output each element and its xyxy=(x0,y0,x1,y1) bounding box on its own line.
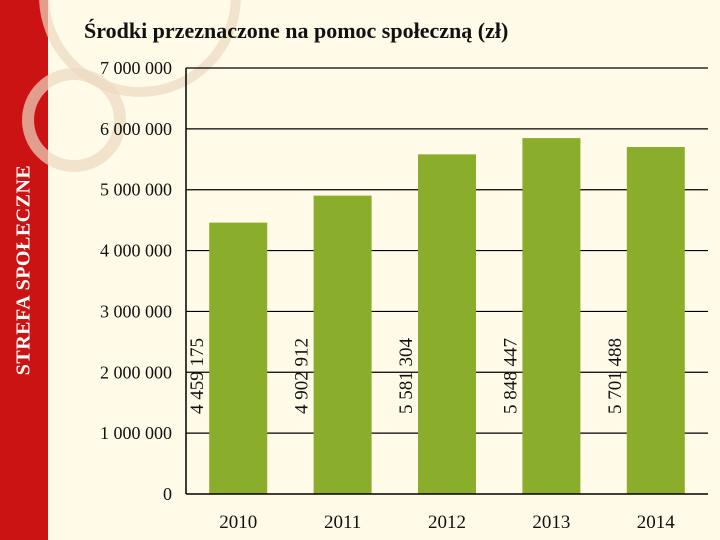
data-label: 5 581 304 xyxy=(396,338,417,415)
decorative-ring-bottom xyxy=(22,68,126,172)
x-axis-tick-labels: 2010 2011 2012 2013 2014 xyxy=(219,512,675,533)
y-axis-tick-labels: 0 1 000 000 2 000 000 3 000 000 4 000 000 5 0… xyxy=(100,58,172,504)
data-label: 5 701 488 xyxy=(605,338,626,414)
bar xyxy=(209,222,268,494)
y-tick-label: 3 000 000 xyxy=(100,301,172,321)
data-label: 4 459 175 xyxy=(187,338,208,414)
data-label: 4 902 912 xyxy=(292,338,313,414)
bar xyxy=(313,195,372,494)
x-tick-label: 2014 xyxy=(637,512,676,533)
bar xyxy=(522,138,581,494)
y-tick-label: 2 000 000 xyxy=(100,362,172,382)
bar xyxy=(626,147,685,494)
axes xyxy=(185,68,708,495)
y-tick-label: 7 000 000 xyxy=(100,58,172,78)
decorative-ring-top xyxy=(39,0,241,97)
x-tick-label: 2010 xyxy=(219,512,257,533)
y-tick-label: 5 000 000 xyxy=(100,180,172,200)
data-label: 5 848 447 xyxy=(500,338,521,414)
x-tick-label: 2013 xyxy=(532,512,570,533)
chart-title: Środki przeznaczone na pomoc społeczną (… xyxy=(84,18,509,43)
y-tick-label: 1 000 000 xyxy=(100,423,172,443)
y-tick-label: 4 000 000 xyxy=(100,241,172,261)
x-tick-label: 2011 xyxy=(324,512,361,533)
x-tick-label: 2012 xyxy=(428,512,466,533)
data-labels: 4 459 175 4 902 912 5 581 304 5 848 447 5 70… xyxy=(187,338,626,415)
bar xyxy=(418,154,476,495)
bars xyxy=(209,138,685,495)
y-tick-label: 6 000 000 xyxy=(100,119,172,139)
y-tick-label: 0 xyxy=(163,484,172,504)
